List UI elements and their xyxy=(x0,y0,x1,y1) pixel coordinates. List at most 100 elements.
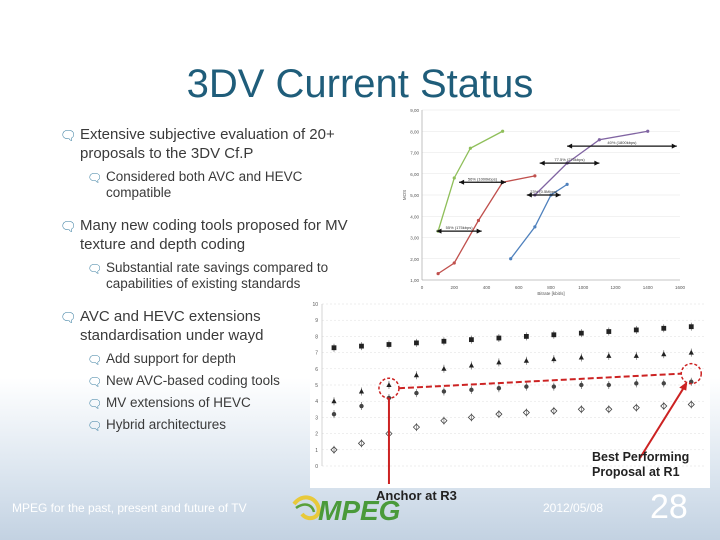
y-tick-label: 1,00 xyxy=(410,278,419,283)
sub-bullet-text: Substantial rate savings compared to cap… xyxy=(106,260,329,291)
data-point xyxy=(606,329,612,334)
arrow-head-right xyxy=(671,143,677,149)
speech-bubble-icon: 🗨 xyxy=(87,262,103,276)
bullet-text: Many new coding tools proposed for MV te… xyxy=(80,217,348,253)
sub-bullet-text: MV extensions of HEVC xyxy=(106,395,251,410)
data-point xyxy=(386,382,392,387)
data-point xyxy=(412,423,421,431)
data-point xyxy=(468,146,472,150)
x-tick-label: 1400 xyxy=(643,285,654,290)
speech-bubble-icon: 🗨 xyxy=(87,353,103,367)
y-tick-label: 6 xyxy=(315,367,318,373)
bullet-list: 🗨 Extensive subjective evaluation of 20+ … xyxy=(60,126,360,439)
y-tick-label: 7 xyxy=(315,351,318,357)
bullet-text: AVC and HEVC extensions standardisation … xyxy=(80,308,264,344)
y-tick-label: 7,00 xyxy=(410,151,419,156)
data-point xyxy=(413,372,420,378)
y-tick-label: 8 xyxy=(315,334,318,340)
data-point xyxy=(634,381,639,386)
bullet-item: 🗨 AVC and HEVC extensions standardisation… xyxy=(60,308,360,345)
best-proposal-line1: Best Performing xyxy=(592,450,690,464)
data-point xyxy=(524,384,529,389)
data-point xyxy=(331,398,337,404)
sub-bullet-text: Hybrid architectures xyxy=(106,417,227,432)
data-point xyxy=(523,334,529,339)
bullet-text: Extensive subjective evaluation of 20+ p… xyxy=(80,126,335,162)
y-tick-label: 1 xyxy=(315,448,318,454)
x-tick-label: 400 xyxy=(483,285,491,290)
data-point xyxy=(646,129,650,133)
data-point xyxy=(469,387,474,393)
y-tick-label: 9 xyxy=(315,318,318,324)
rate-saving-label: 77.5% (275kbps) xyxy=(554,157,585,162)
data-point xyxy=(533,225,537,229)
data-point xyxy=(501,129,505,133)
data-point xyxy=(414,390,419,396)
speech-bubble-icon: 🗨 xyxy=(87,397,103,411)
anchor-highlight-circle xyxy=(378,377,400,399)
y-tick-label: 3 xyxy=(315,415,318,421)
data-point xyxy=(579,382,584,388)
subjective-scores-chart: 0 1 2 3 4 5 6 7 8 9 10 xyxy=(310,300,710,488)
chart-background xyxy=(310,300,710,488)
y-tick-label: 0 xyxy=(315,464,318,470)
data-point xyxy=(440,417,448,425)
y-tick-label: 2 xyxy=(315,432,318,438)
data-point xyxy=(660,402,668,410)
y-tick-label: 4 xyxy=(315,399,318,405)
bullet-item: 🗨 Extensive subjective evaluation of 20+ … xyxy=(60,126,360,163)
sub-bullet-text: Add support for depth xyxy=(106,351,236,366)
data-point xyxy=(496,359,502,365)
y-tick-label: 9,00 xyxy=(410,108,419,113)
series-line xyxy=(437,130,503,232)
rate-distortion-chart: 1,00 2,00 3,00 4,00 5,00 6,00 7,00 8,00 9,00 0 200… xyxy=(398,104,688,296)
arrow-head-left xyxy=(539,160,545,166)
chart-background xyxy=(398,104,688,296)
best-proposal-highlight-circle xyxy=(680,362,703,385)
data-point xyxy=(632,404,640,412)
y-tick-label: 3,00 xyxy=(410,236,419,241)
sub-bullet-text: Considered both AVC and HEVC compatible xyxy=(106,169,303,200)
data-point xyxy=(330,446,338,454)
anchor-annotation: Anchor at R3 xyxy=(376,488,457,503)
data-point xyxy=(633,353,639,358)
page-title: 3DV Current Status xyxy=(186,62,534,106)
data-point xyxy=(522,408,530,417)
sub-bullet-text: New AVC-based coding tools xyxy=(106,373,280,388)
arrow-head-right xyxy=(500,179,506,185)
y-tick-label: 4,00 xyxy=(410,214,419,219)
data-point xyxy=(578,354,584,360)
data-point xyxy=(331,345,337,351)
data-point xyxy=(496,386,502,391)
data-point xyxy=(597,138,601,142)
data-point xyxy=(331,411,337,417)
data-point xyxy=(452,261,456,265)
speech-bubble-icon: 🗨 xyxy=(60,128,77,143)
rate-saving-label: 56% (1000kbps) xyxy=(468,176,498,181)
x-tick-label: 800 xyxy=(547,285,555,290)
data-point xyxy=(551,332,557,338)
data-point xyxy=(359,403,364,409)
data-point xyxy=(661,325,667,331)
footer-text: MPEG for the past, present and future of… xyxy=(12,501,247,515)
sub-bullet-item: 🗨 Hybrid architectures xyxy=(60,417,360,433)
x-tick-label: 0 xyxy=(421,285,424,290)
data-point xyxy=(533,174,537,178)
y-tick-label: 10 xyxy=(312,302,318,308)
data-point xyxy=(414,340,419,346)
x-tick-label: 1000 xyxy=(578,285,589,290)
rate-saving-label: 55% (175kbps) xyxy=(446,225,474,230)
mpeg-logo: MPEG xyxy=(292,495,400,526)
data-point xyxy=(688,324,694,330)
data-point xyxy=(468,362,475,368)
data-point xyxy=(523,357,529,363)
data-point xyxy=(577,405,585,413)
series-line xyxy=(534,130,648,196)
y-tick-label: 5 xyxy=(315,383,318,389)
arrow-head-right xyxy=(594,160,600,166)
series-line xyxy=(510,183,568,260)
speech-bubble-icon: 🗨 xyxy=(60,219,77,234)
rate-gap-line xyxy=(398,372,682,390)
sub-bullet-item: 🗨 Considered both AVC and HEVC compatible xyxy=(60,169,360,201)
x-tick-label: 200 xyxy=(450,285,458,290)
